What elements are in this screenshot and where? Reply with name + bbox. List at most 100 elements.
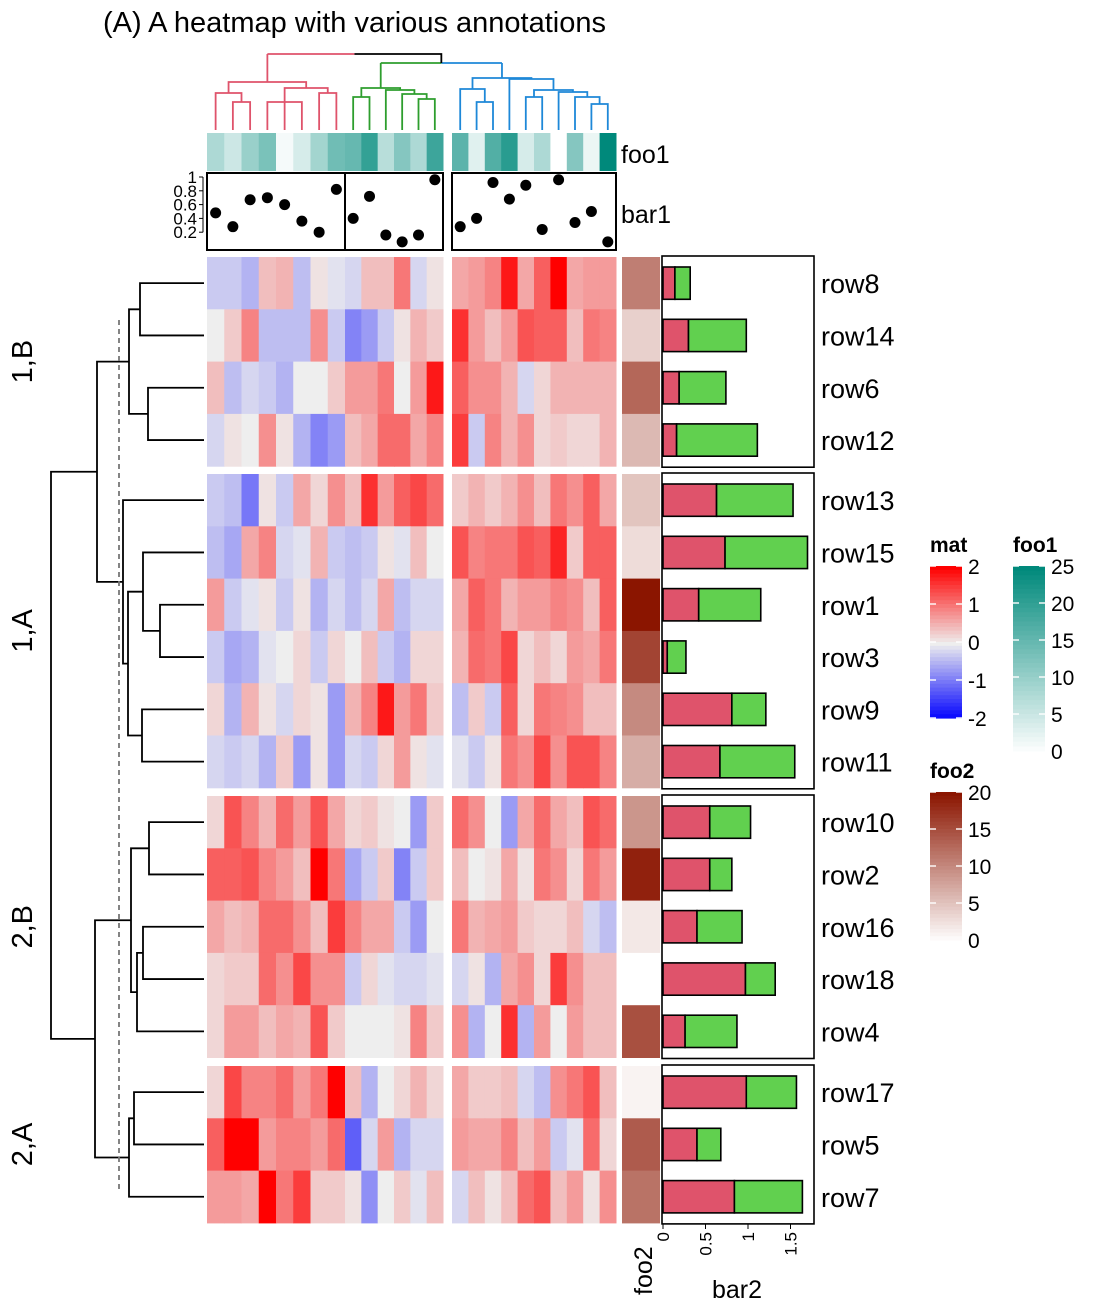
foo2-cell	[622, 309, 660, 363]
heatmap-cell	[345, 848, 362, 902]
heatmap-cell	[327, 848, 346, 902]
heatmap-cell	[517, 578, 535, 632]
foo1-legend-gradient-step	[1013, 593, 1045, 599]
mat-legend-gradient-step	[930, 566, 962, 571]
heatmap-cell	[550, 1066, 568, 1119]
heatmap-cell	[468, 735, 486, 789]
foo2-legend-gradient-step	[930, 817, 962, 823]
row-dend-branch	[122, 499, 204, 665]
heatmap-cell	[599, 309, 617, 363]
foo2-cell	[622, 413, 660, 467]
bar1-panel	[344, 172, 444, 251]
heatmap-cell	[361, 578, 379, 632]
heatmap-cell	[345, 900, 362, 954]
mat-legend-gradient-step	[930, 642, 962, 647]
heatmap-cell	[566, 1118, 584, 1172]
heatmap-cell	[410, 900, 428, 954]
heatmap-cell	[224, 630, 242, 684]
heatmap-cell	[258, 1005, 277, 1058]
heatmap-cell	[566, 900, 584, 954]
heatmap-cell	[426, 578, 444, 632]
mat-legend-gradient-step	[930, 702, 962, 708]
heatmap-cell	[394, 309, 411, 363]
heatmap-cell	[452, 848, 469, 902]
foo1-legend-gradient-step	[1013, 667, 1045, 673]
heatmap-cell	[517, 630, 535, 684]
mat-legend-gradient-step	[930, 661, 962, 666]
heatmap-cell	[224, 848, 242, 902]
heatmap-cell	[207, 683, 225, 736]
heatmap-cell	[293, 952, 311, 1006]
bar1-point	[330, 183, 342, 195]
heatmap-cell	[310, 361, 329, 415]
foo1-legend-gradient-step	[1013, 658, 1045, 664]
heatmap-cell	[377, 526, 395, 580]
foo1-legend-gradient-step	[1013, 686, 1045, 692]
foo2-legend-label: 20	[968, 782, 991, 805]
foo1-legend-gradient-step	[1013, 626, 1045, 632]
heatmap-cell	[394, 361, 411, 415]
heatmap-cell	[452, 796, 469, 849]
foo2-legend-gradient-step	[930, 899, 962, 904]
heatmap-cell	[599, 413, 617, 467]
bar2-segment-red	[662, 805, 711, 840]
heatmap-cell	[452, 413, 469, 467]
heatmap-cell	[394, 796, 411, 849]
heatmap-cell	[550, 474, 568, 527]
heatmap-cell	[345, 1005, 362, 1058]
bar1-tick-label: 0.8	[173, 182, 197, 201]
foo2-cell	[622, 735, 660, 789]
heatmap-cell	[361, 900, 379, 954]
row-dend-branch	[147, 386, 204, 441]
heatmap-cell	[410, 952, 428, 1006]
heatmap-cell	[258, 1170, 277, 1224]
foo2-legend-gradient-step	[930, 836, 962, 841]
foo2-cell	[622, 578, 660, 632]
foo2-legend-gradient-step	[930, 792, 962, 797]
row-dend-branch	[159, 603, 204, 658]
foo1-cell	[327, 133, 346, 171]
foo1-cell	[426, 133, 444, 171]
heatmap-cell	[484, 526, 502, 580]
heatmap-cell	[517, 796, 535, 849]
heatmap-cell	[566, 683, 584, 736]
heatmap-cell	[394, 735, 411, 789]
heatmap-cell	[327, 1066, 346, 1119]
heatmap-cell	[224, 474, 242, 527]
bar2-segment-green	[674, 266, 692, 301]
heatmap-cell	[377, 900, 395, 954]
foo1-annotation-label: foo1	[621, 141, 670, 169]
heatmap-cell	[501, 848, 519, 902]
heatmap-cell	[583, 526, 601, 580]
mat-legend-gradient-step	[930, 600, 962, 605]
heatmap-cell	[293, 900, 311, 954]
foo2-legend-gradient-step	[930, 877, 962, 882]
heatmap-cell	[517, 1118, 535, 1172]
row-name-label: row1	[821, 591, 880, 621]
foo2-cell	[622, 796, 660, 849]
bar1-point	[227, 221, 239, 233]
heatmap-cell	[410, 796, 428, 849]
heatmap-cell	[345, 257, 362, 310]
heatmap-cell	[583, 1066, 601, 1119]
heatmap-cell	[484, 257, 502, 310]
row-name-label: row4	[821, 1017, 880, 1047]
heatmap-cell	[426, 474, 444, 527]
foo1-legend-label: 0	[1051, 741, 1063, 764]
heatmap-cell	[310, 1170, 329, 1224]
heatmap-cell	[327, 735, 346, 789]
mat-legend-gradient-step	[930, 672, 962, 677]
bar1-point	[413, 229, 424, 241]
foo1-cell	[468, 133, 486, 171]
heatmap-cell	[377, 1118, 395, 1172]
heatmap-cell	[501, 1066, 519, 1119]
heatmap-cell	[410, 1170, 428, 1224]
heatmap-cell	[534, 474, 551, 527]
mat-legend-gradient-step	[930, 592, 962, 597]
heatmap-cell	[293, 361, 311, 415]
foo2-legend-gradient-step	[930, 869, 962, 874]
bar2-segment-green	[697, 587, 762, 622]
heatmap-cell	[377, 361, 395, 415]
heatmap-cell	[361, 526, 379, 580]
foo2-cell	[622, 1170, 660, 1224]
